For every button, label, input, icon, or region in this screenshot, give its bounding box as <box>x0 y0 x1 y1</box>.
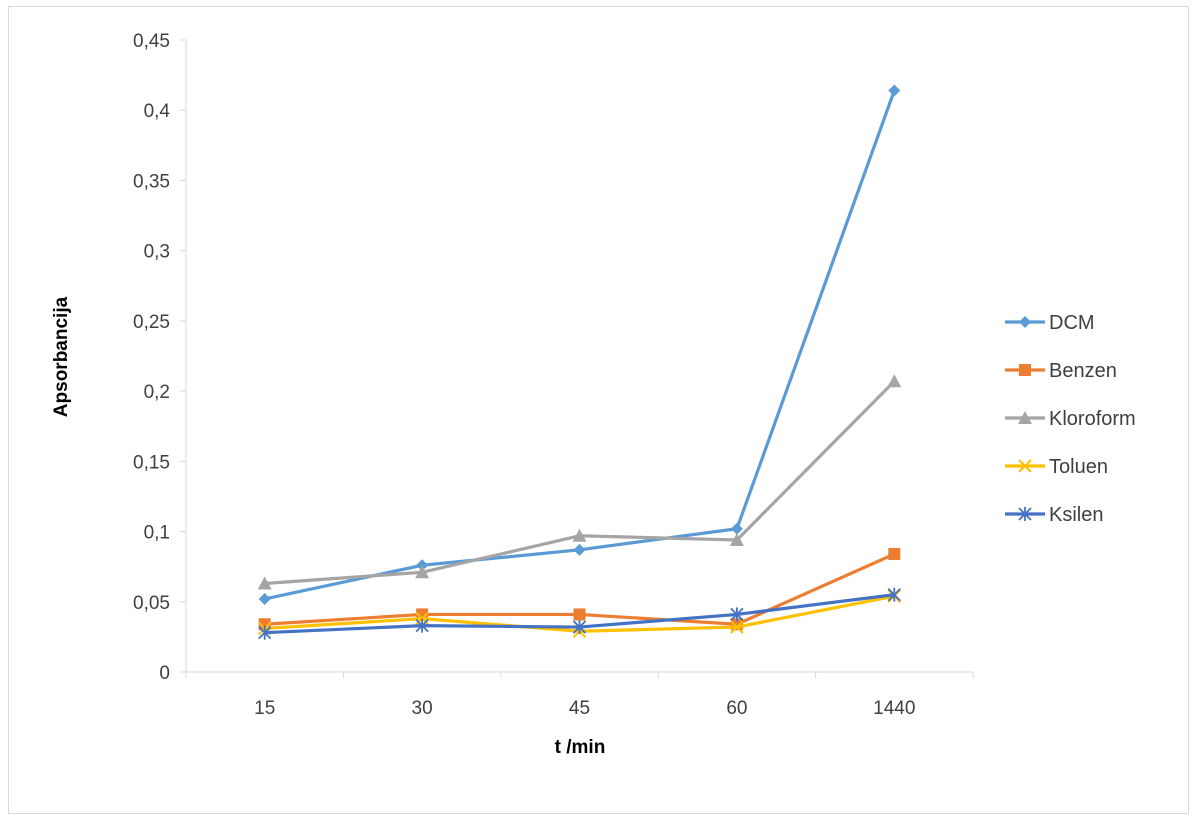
y-tick-label: 0,3 <box>144 242 170 263</box>
y-tick-label: 0 <box>159 663 170 684</box>
data-point-kloroform <box>415 565 430 579</box>
legend-marker <box>1018 411 1032 424</box>
legend-marker <box>1018 507 1032 521</box>
y-tick-label: 0,25 <box>133 312 170 333</box>
series-line-dcm <box>264 90 896 601</box>
legend-item-toluen: Toluen <box>1005 456 1108 478</box>
axes: 0 0,05 0,1 0,15 0,2 0,25 0,3 0,35 0,4 0,45 15 30 45 6… <box>133 31 974 719</box>
data-point-toluen <box>730 620 744 634</box>
legend-label: Toluen <box>1049 456 1108 478</box>
legend-item-dcm: DCM <box>1005 312 1095 334</box>
y-axis-title: Apsorbancija <box>51 296 72 417</box>
x-tick-label: 1440 <box>873 698 915 719</box>
data-point-dcm <box>888 84 901 97</box>
data-point-benzen <box>888 548 901 561</box>
data-point-kloroform <box>257 576 272 590</box>
legend-label: Ksilen <box>1049 504 1103 526</box>
y-tick-label: 0,1 <box>144 523 170 544</box>
series-dcm <box>258 84 901 605</box>
data-point-ksilen <box>415 618 429 633</box>
legend-label: Kloroform <box>1049 408 1136 430</box>
data-point-kloroform <box>572 528 587 542</box>
legend-marker <box>1019 316 1031 328</box>
x-axis-title: t /min <box>555 737 606 758</box>
y-tick-label: 0,2 <box>144 382 170 403</box>
legend-item-kloroform: Kloroform <box>1005 408 1136 430</box>
legend-label: DCM <box>1049 312 1095 334</box>
y-tick-label: 0,45 <box>133 31 170 52</box>
y-tick-label: 0,4 <box>144 101 171 122</box>
data-point-dcm <box>730 522 743 535</box>
data-point-ksilen <box>730 607 744 622</box>
data-point-ksilen <box>887 587 901 602</box>
y-tick-label: 0,15 <box>133 452 170 473</box>
legend-label: Benzen <box>1049 360 1117 382</box>
chart-frame <box>8 6 1189 814</box>
legend-marker <box>1019 364 1031 376</box>
series-ksilen <box>258 587 901 640</box>
series-kloroform <box>257 374 902 590</box>
data-point-kloroform <box>729 532 744 546</box>
data-point-ksilen <box>572 620 587 635</box>
legend-item-ksilen: Ksilen <box>1005 504 1103 526</box>
data-point-dcm <box>573 543 586 556</box>
series-benzen <box>258 548 901 631</box>
data-point-benzen <box>573 608 586 621</box>
y-tick-label: 0,05 <box>133 593 170 614</box>
x-tick-label: 60 <box>726 698 747 719</box>
legend: DCM Benzen Kloroform Toluen Ksilen <box>1005 312 1136 526</box>
x-tick-label: 15 <box>254 698 275 719</box>
data-point-dcm <box>416 559 429 572</box>
series-layer <box>257 84 902 640</box>
data-point-ksilen <box>258 625 272 640</box>
data-point-dcm <box>258 592 271 605</box>
legend-marker <box>1018 459 1032 473</box>
x-tick-label: 45 <box>569 698 590 719</box>
y-tick-label: 0,35 <box>133 171 170 192</box>
x-tick-label: 30 <box>412 698 433 719</box>
legend-item-benzen: Benzen <box>1005 360 1117 382</box>
data-point-kloroform <box>887 374 902 388</box>
